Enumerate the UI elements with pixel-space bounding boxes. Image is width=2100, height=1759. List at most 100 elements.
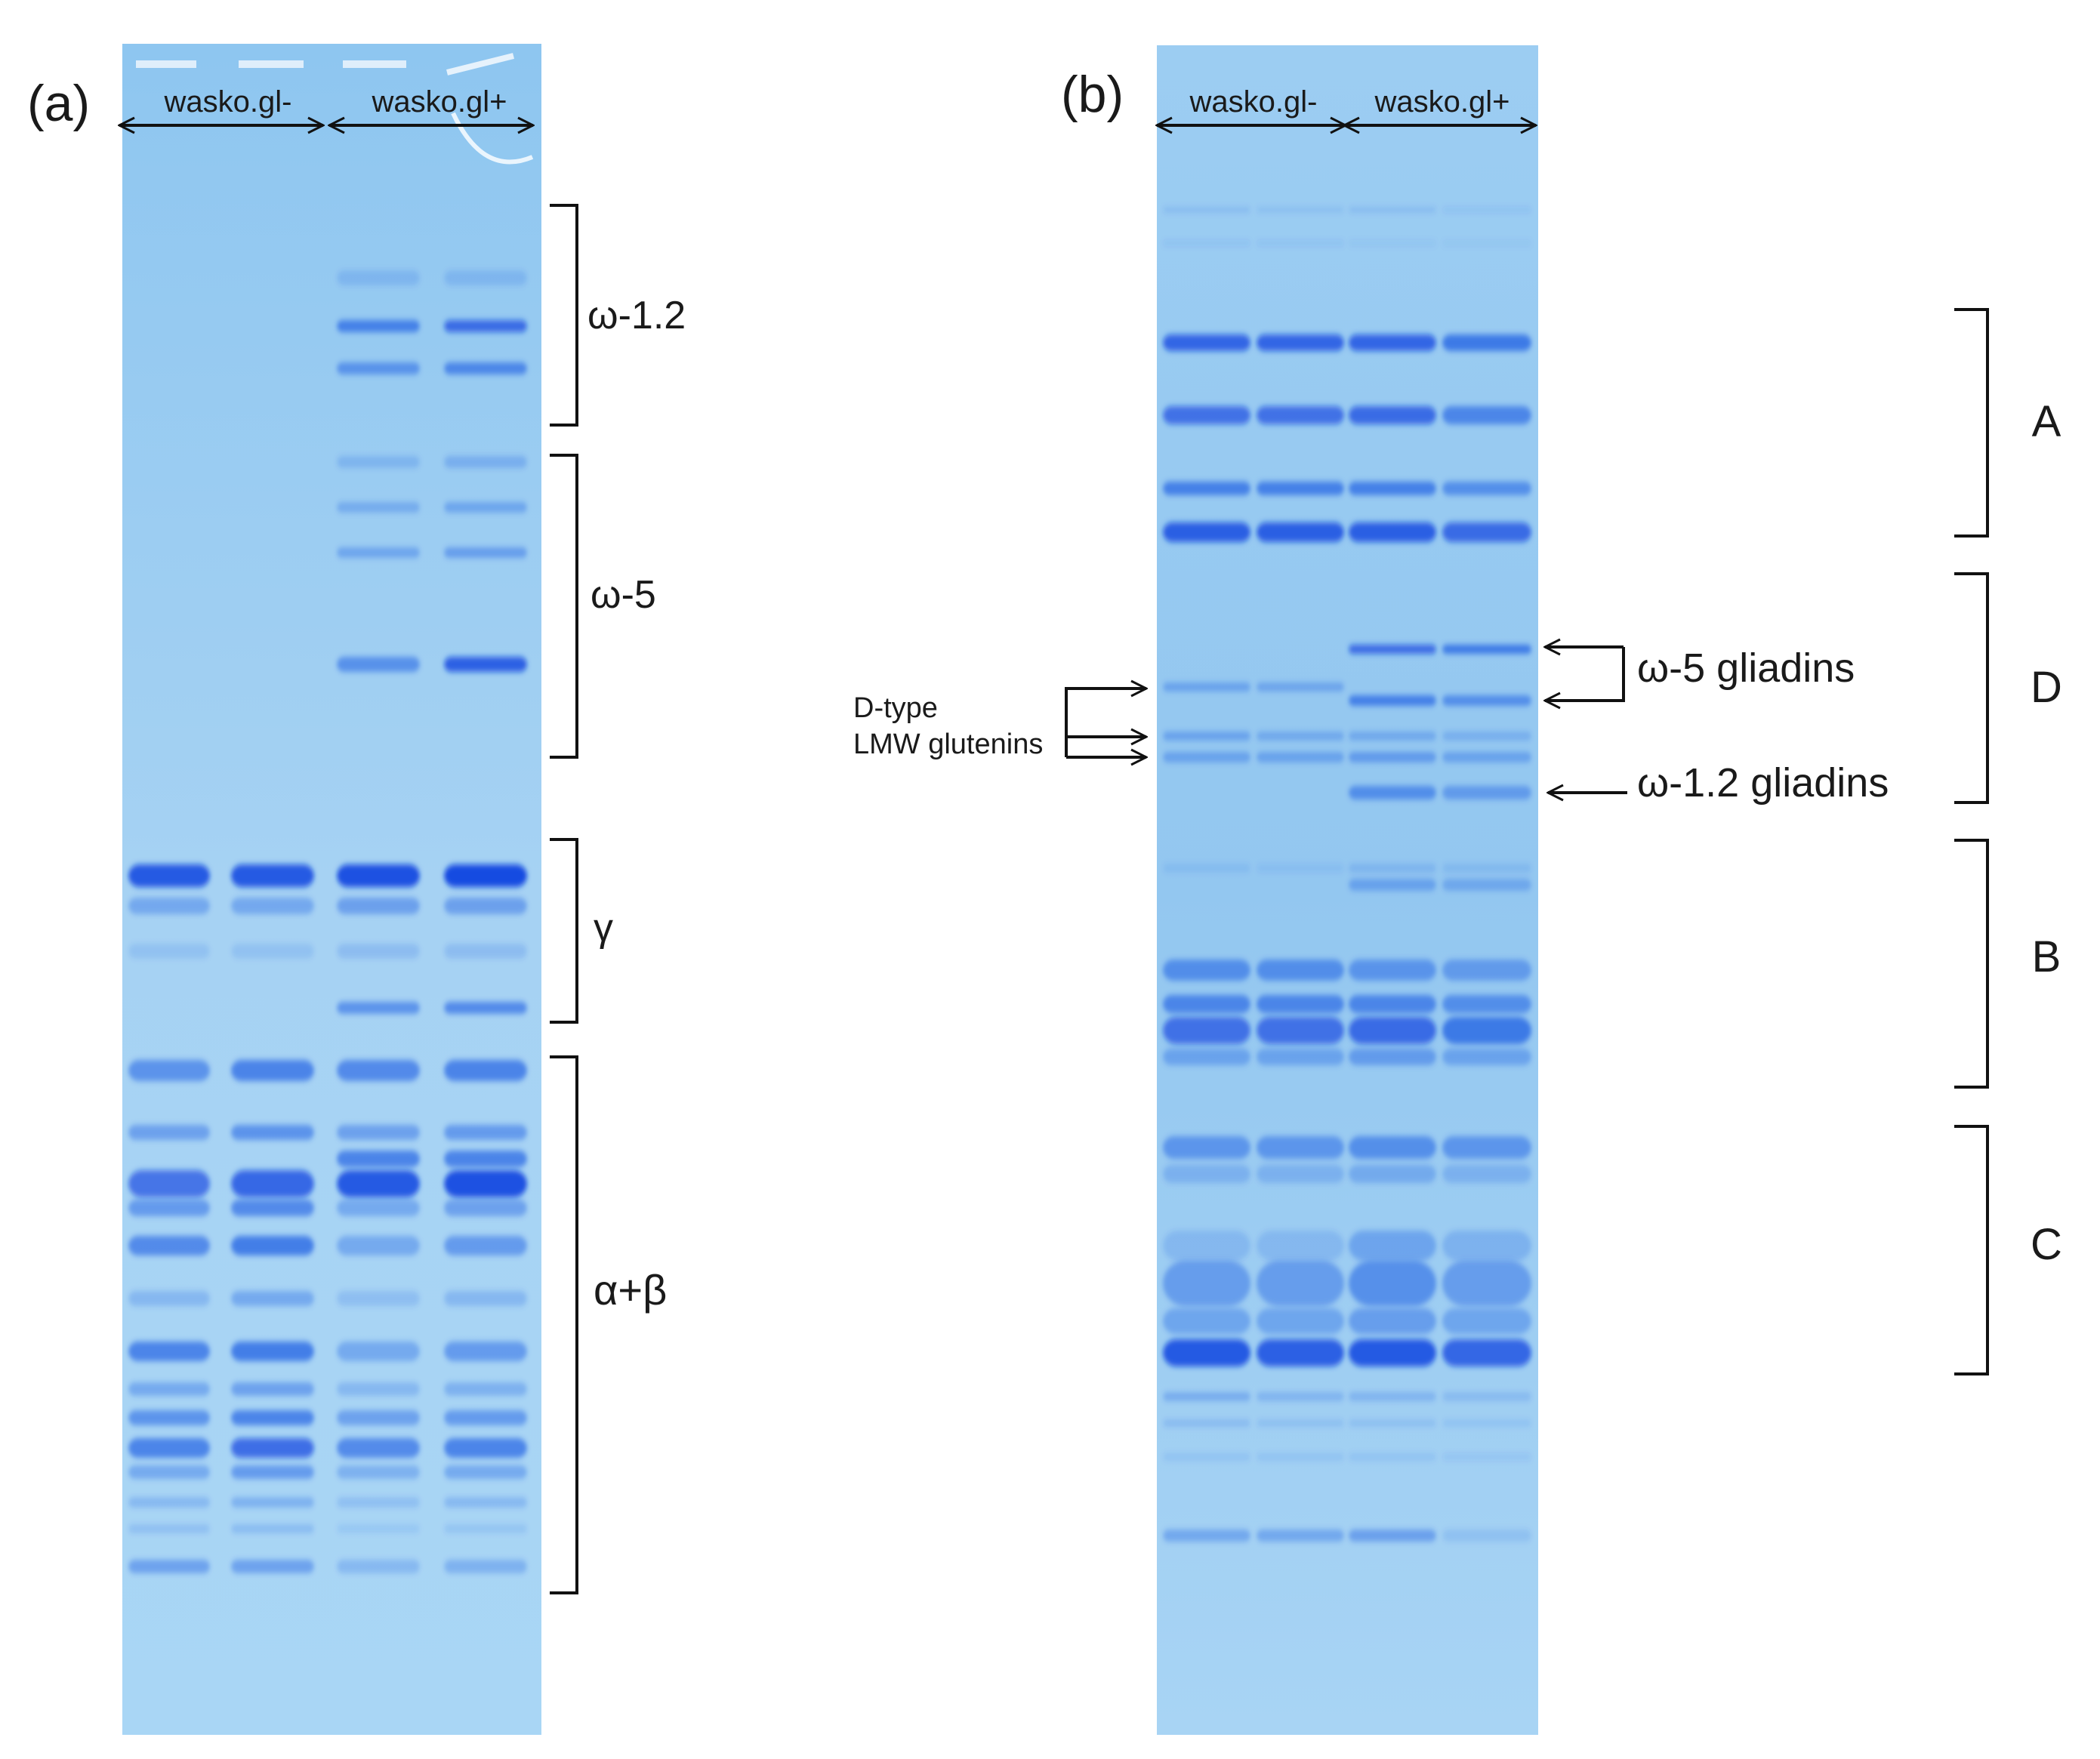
gel-band [1442,1419,1531,1427]
gel-band [337,657,420,672]
gel-band [1442,334,1531,351]
panel-a: (a) wasko.gl- wasko.gl+ ω-1.2 ω-5 γ α+β [27,44,686,1735]
gel-band [337,898,420,914]
gel-band [1257,482,1344,495]
gel-band [1163,1339,1250,1366]
gel-band [1257,732,1344,741]
gel-band [1442,1453,1531,1461]
bracket-alphabeta [550,1055,578,1594]
gel-band [1442,752,1531,762]
gel-band [128,1410,210,1425]
gel-band [337,1060,420,1081]
gel-band [337,362,420,374]
gel-band [1257,960,1344,981]
gel-band [1349,1339,1436,1366]
region-label-B: B [2032,932,2061,981]
gel-band [1349,522,1436,542]
gel-band [128,1465,210,1479]
gel-band [231,1524,314,1533]
gel-band [231,1291,314,1306]
gel-band [444,1560,527,1573]
region-label-A: A [2032,397,2061,446]
gel-band [231,1060,314,1081]
gel-band [1442,732,1531,741]
gel-band [444,547,527,558]
gel-band [128,1125,210,1140]
gel-band [444,1497,527,1508]
gel-band [1349,1529,1436,1542]
panel-b-label: (b) [1061,66,1124,123]
gel-band [1257,995,1344,1013]
bracket-gamma [550,838,578,1024]
gel-band [1257,334,1344,351]
gel-band [128,1170,210,1197]
panel-a-group-label: wasko.gl- [164,85,292,119]
gel-band [231,1560,314,1573]
gel-band [1257,522,1344,542]
gel-band [337,547,420,558]
panel-b-group-label: wasko.gl- [1189,85,1318,119]
fraction-label-omega12: ω-1.2 [587,294,686,337]
gel-band [1163,406,1250,424]
gel-band [128,864,210,887]
gel-band [444,270,527,285]
gel-band [128,1342,210,1361]
gel-band [1349,960,1436,981]
gel-band [1257,207,1344,213]
gel-band [444,1125,527,1140]
gel-band [1349,695,1436,706]
gel-band [1163,995,1250,1013]
gel-band [1349,1308,1436,1334]
gel-band [128,944,210,959]
annotation-omega5-gliadins: ω-5 gliadins [1637,645,1855,691]
gel-band [128,898,210,914]
gel-band [1442,1136,1531,1159]
bracket-region-A [1954,308,1989,538]
gel-band [444,1200,527,1216]
panel-b: (b) wasko.gl- wasko.gl+ D-type LMW glute… [853,45,2062,1735]
gel-band [1257,1261,1344,1306]
gel-band [1257,1529,1344,1542]
gel-band [444,1236,527,1255]
gel-band [1349,645,1436,654]
gel-band [1442,1339,1531,1366]
gel-band [1442,864,1531,873]
panel-a-label: (a) [27,75,90,132]
gel-band [1163,1261,1250,1306]
gel-band [1349,1136,1436,1159]
gel-band [1163,1049,1250,1065]
gel-band [1163,482,1250,495]
gel-band [1349,482,1436,495]
gel-band [1163,334,1250,351]
gel-band [1163,207,1250,213]
gel-band [444,320,527,332]
gel-band [231,1410,314,1425]
gel-band [337,1125,420,1140]
gel-band [337,1410,420,1425]
gel-band [1163,1165,1250,1183]
gel-band [1349,1261,1436,1306]
gel-band [337,1560,420,1573]
gel-band [1163,1453,1250,1461]
gel-band [1349,1453,1436,1461]
gel-band [337,270,420,285]
gel-band [444,502,527,513]
gel-band [1442,1049,1531,1065]
panel-a-group-label: wasko.gl+ [372,85,507,119]
gel-band [337,456,420,468]
gel-band [444,864,527,887]
gel-band [1349,1392,1436,1401]
gel-band [444,1060,527,1081]
bracket-region-C [1954,1125,1989,1375]
gel-band [1257,1392,1344,1401]
gel-band [444,362,527,374]
gel-band [444,1438,527,1458]
bracket-omega12 [550,204,578,427]
gel-band [444,1382,527,1396]
gel-band [1163,1419,1250,1427]
gel-band [1257,682,1344,692]
annotation-lmw-glutenins: LMW glutenins [853,729,1043,760]
gel-band [1163,1231,1250,1261]
gel-band [1257,1453,1344,1461]
gel-band [444,456,527,468]
